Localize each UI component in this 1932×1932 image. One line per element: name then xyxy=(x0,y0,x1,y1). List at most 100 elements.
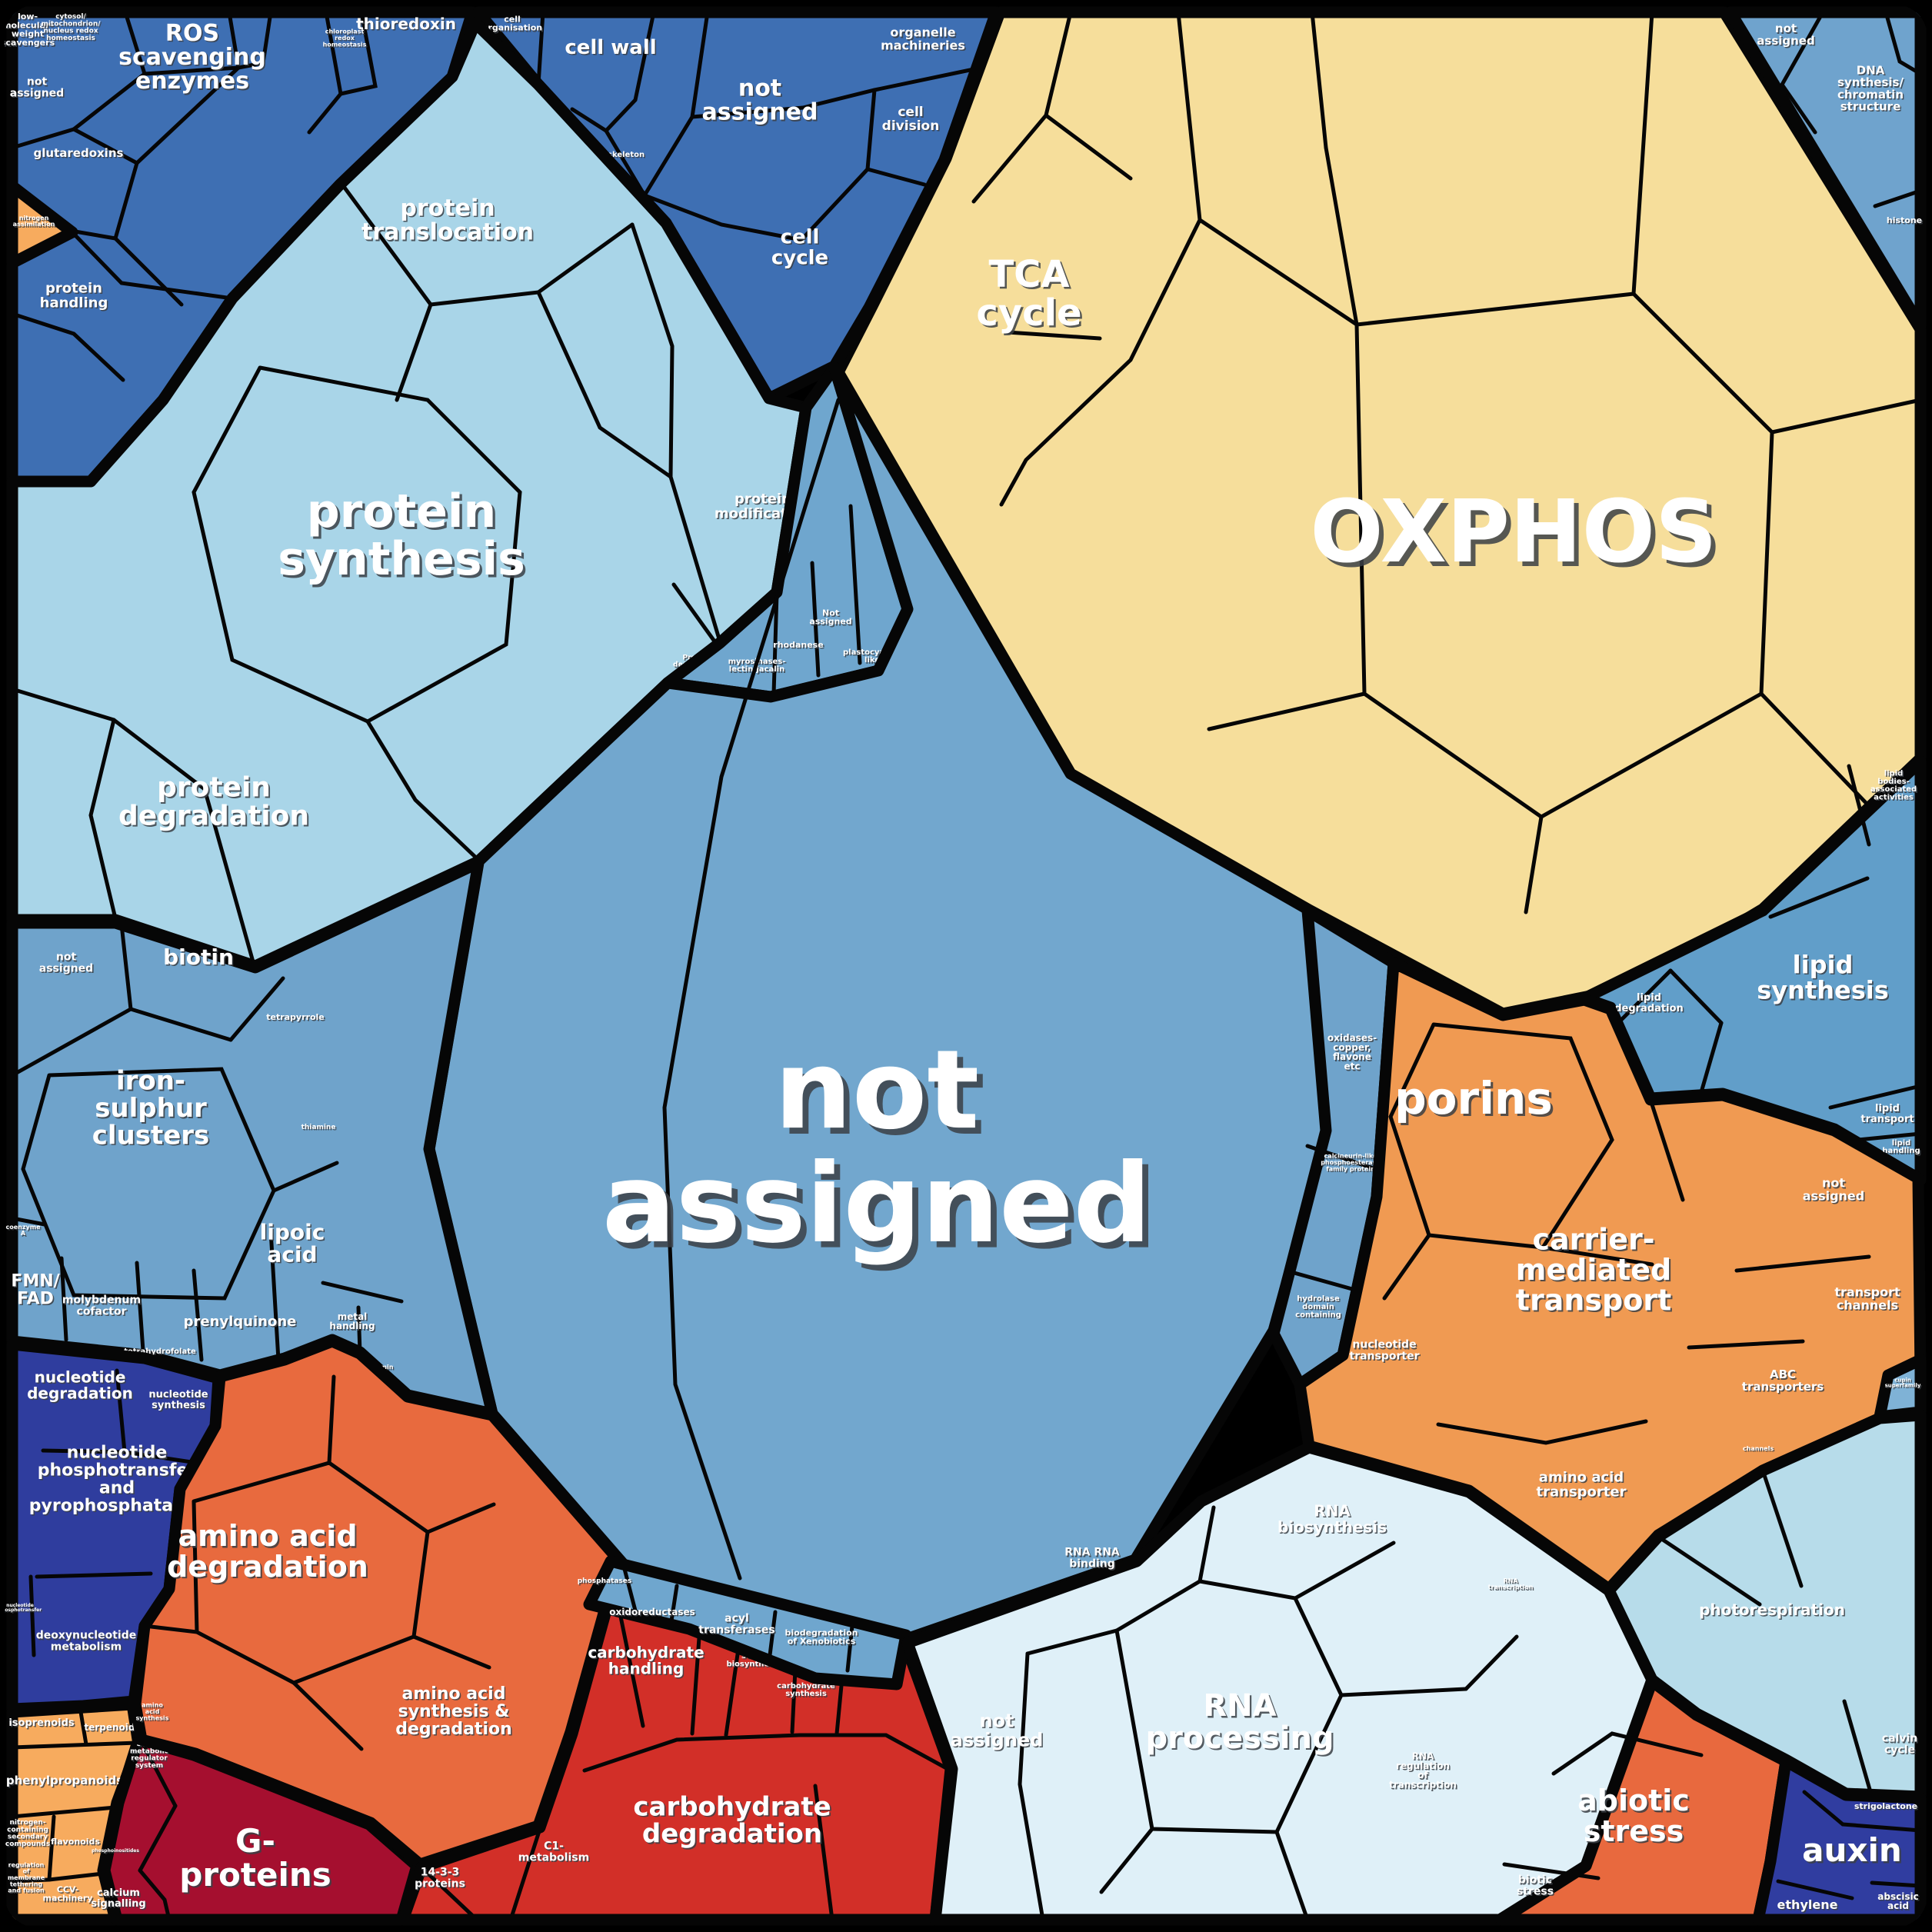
label-shadow-tca-cycle: TCA cycle xyxy=(978,255,1084,337)
cell-boundary xyxy=(813,1784,834,1922)
cell-boundary xyxy=(690,105,805,119)
label-cell-division: cell division xyxy=(882,105,940,134)
label-shadow-porins: porins xyxy=(1397,1074,1555,1127)
label-shadow-auxin: auxin xyxy=(1804,1833,1904,1870)
label-shadow-nucleotide-synthesis: nucleotide synthesis xyxy=(150,1391,209,1413)
label-shadow-not-assigned: not assigned xyxy=(951,1711,1044,1752)
cell-boundary xyxy=(1802,1790,1845,1827)
cell-boundary xyxy=(1005,330,1102,341)
cell-boundary xyxy=(365,719,481,862)
label-shadow-not-assigned: not assigned xyxy=(703,76,819,127)
label-carbohydrate-handling: carbohydrate handling xyxy=(588,1644,704,1678)
label-shadow-ethylene: ethylene xyxy=(1778,1899,1839,1914)
label-g-proteins: G-proteins xyxy=(179,1822,331,1894)
label-plastocyanin-like: plastocyanin-like xyxy=(843,648,901,665)
cell-boundary xyxy=(342,185,635,307)
label-nucleotide-phosphotransfer: nucleotide phosphotransfer xyxy=(0,1603,42,1613)
label-shadow-hydrolase-domain-containing: hydrolase domain containing xyxy=(1297,1296,1343,1321)
cell-boundary xyxy=(72,127,139,165)
label-hydrolase-domain-containing: hydrolase domain containing xyxy=(1295,1295,1341,1320)
cell-boundary xyxy=(68,228,235,301)
cell-boundary xyxy=(123,10,147,76)
label-not-assigned: not assigned xyxy=(39,951,93,975)
region-nitrogen-assimilation[interactable] xyxy=(6,180,78,269)
label-shadow-terpenoids: terpenoids xyxy=(85,1724,142,1734)
cell-boundary xyxy=(1760,1468,1804,1588)
label-not-assigned: not assigned xyxy=(1803,1176,1864,1204)
label-shadow-cytoskeleton: cytoskeleton xyxy=(590,152,645,161)
cell-boundary xyxy=(236,10,273,70)
cell-boundary xyxy=(138,1804,178,1873)
label-shadow-protein-degradation: protein degradation xyxy=(120,773,311,833)
label-shadow-cytosol-mitochondrion-nucleus-redox-homeostasis: cytosol/mitochondrion/nucleus redox homeo… xyxy=(42,15,102,44)
cell-boundary xyxy=(10,1805,118,1819)
cell-boundary xyxy=(1648,1098,1685,1202)
label-cell-organisation: cell organisation xyxy=(482,14,542,32)
label-amino-acid-degradation: amino acid degradation xyxy=(167,1519,368,1584)
label-strigolactone: strigolactone xyxy=(1854,1801,1917,1811)
label-shadow-not-assigned: not assigned xyxy=(1758,23,1816,49)
cell-boundary xyxy=(1873,188,1923,208)
label-shadow-lipid-transport: lipid transport xyxy=(1862,1104,1915,1127)
cell-boundary xyxy=(10,1871,105,1884)
label-protein-translocation: protein translocation xyxy=(361,195,534,245)
label-shadow-lipid-handling: lipid handling xyxy=(1884,1140,1921,1156)
label-rna-biosynthesis: RNA biosynthesis xyxy=(1277,1502,1387,1537)
cell-boundary xyxy=(999,10,1202,507)
label-glutaredoxins: glutaredoxins xyxy=(34,146,124,160)
label-dna-synthesis-chromatin-structure: DNA synthesis/chromatin structure xyxy=(1837,64,1904,114)
label-abc-transporters: ABC transporters xyxy=(1742,1367,1824,1394)
label-photorespiration: photorespiration xyxy=(1699,1601,1845,1619)
label-lipid-synthesis: lipid synthesis xyxy=(1757,950,1889,1004)
label-metal-handling: metal handling xyxy=(329,1311,375,1331)
label-rna-processing: RNA processing xyxy=(1145,1688,1334,1756)
label-shadow-nucleotide-phosphotransfer: nucleotide phosphotransfer xyxy=(0,1604,43,1614)
cell-boundary xyxy=(767,1610,778,1664)
cell-boundary xyxy=(115,1368,127,1454)
cell-boundary xyxy=(810,561,821,678)
cell-boundary xyxy=(128,1007,233,1042)
label-amino-acid-transporter: amino acid transporter xyxy=(1537,1470,1627,1501)
cell-boundary xyxy=(1198,218,1359,327)
region-dna-corner[interactable] xyxy=(1724,6,1927,332)
label-shadow-glutaredoxins: glutaredoxins xyxy=(35,148,125,162)
cell-boundary xyxy=(192,1268,204,1362)
label-shadow-not-assigned: not assigned xyxy=(1804,1177,1865,1204)
label-tetrapyrrole: tetrapyrrole xyxy=(266,1012,325,1022)
cell-boundary xyxy=(1541,1245,1654,1267)
label-ros-scavenging-enzymes: ROS scavenging enzymes xyxy=(118,20,266,95)
label-biodegradation-of-xenobiotics: biodegradation of Xenobiotics xyxy=(785,1627,858,1646)
label-carbohydrate-synthesis: carbohydrate synthesis xyxy=(777,1682,835,1698)
label-shadow-carbohydrate-degradation: carbohydrate degradation xyxy=(635,1793,832,1850)
label-lipoic-acid: lipoic acid xyxy=(260,1219,325,1267)
label-lipid-degradation: lipid degradation xyxy=(1614,992,1684,1014)
label-shadow-carrier-mediated-transport: carrier-mediated transport xyxy=(1517,1224,1673,1319)
label-transport-channels: transport channels xyxy=(1834,1285,1900,1313)
label-shadow-tetrapyrrole: tetrapyrrole xyxy=(268,1014,326,1024)
cell-boundary xyxy=(1339,1687,1468,1697)
label-shadow-protein-translocation: protein translocation xyxy=(363,196,535,247)
label-protein-synthesis: protein synthesis xyxy=(278,485,525,586)
label-rna-transcription: RNA transcription xyxy=(1488,1577,1534,1591)
label-prenylquinone: prenylquinone xyxy=(184,1314,297,1330)
label-shadow-cell-division: cell division xyxy=(883,106,941,135)
cell-boundary xyxy=(1436,1419,1648,1445)
label-not-assigned: not assigned xyxy=(1757,22,1814,48)
label-organelle-machineries: organelle machineries xyxy=(881,25,965,53)
cell-boundary xyxy=(1759,691,1873,810)
label-shadow-ccv-machinery: CCV-machinery xyxy=(44,1886,94,1904)
region-enzyme-band-bottom[interactable] xyxy=(583,1555,912,1690)
cell-boundary xyxy=(1631,10,1654,296)
label-shadow-oxidases-copper-flavone-etc: oxidases-copper, flavone etc xyxy=(1328,1034,1377,1073)
label-shadow-carbohydrate-handling: carbohydrate handling xyxy=(589,1644,705,1679)
label-amino-acid-synthesis-degradation: amino acid synthesis & degradation xyxy=(395,1684,512,1739)
label-calcium-signalling: calcium signalling xyxy=(91,1887,145,1910)
cell-boundary xyxy=(1776,1879,1854,1900)
label-shadow-biodegradation-of-xenobiotics: biodegradation of Xenobiotics xyxy=(786,1629,859,1647)
label-shadow-phosphatases: phosphatases xyxy=(578,1579,633,1587)
label-shadow-not-assigned: Not assigned xyxy=(811,609,853,628)
cell-boundary xyxy=(1780,10,1825,135)
label-shadow-strigolactone: strigolactone xyxy=(1855,1803,1918,1813)
